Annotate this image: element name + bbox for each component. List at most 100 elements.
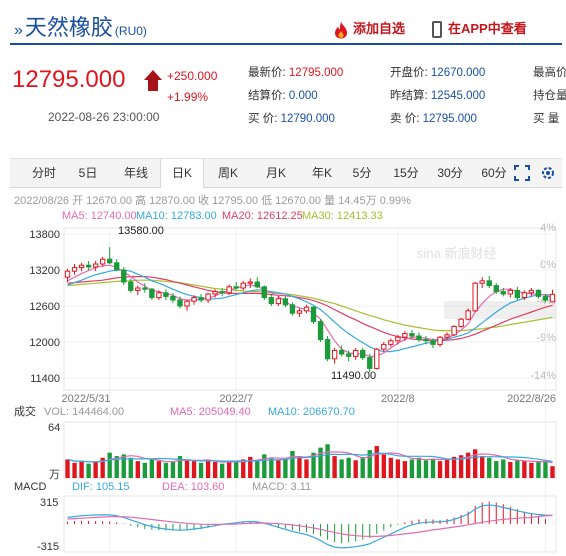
- volume-bar: [311, 452, 316, 478]
- low-price-label: 11490.00: [331, 370, 376, 382]
- candle-body: [444, 334, 450, 338]
- macd-legend: MACD: 3.11: [252, 481, 311, 493]
- pct-tick-label: 4%: [540, 222, 556, 234]
- volume-bar: [79, 461, 84, 478]
- up-arrow-icon: [144, 70, 162, 80]
- fullscreen-icon[interactable]: [514, 165, 530, 181]
- volume-bar: [283, 458, 288, 478]
- candle-body: [353, 349, 359, 357]
- tab-5min[interactable]: 5分: [352, 166, 372, 180]
- prev-settle-row: 昨结算: 12545.000: [390, 90, 486, 102]
- volume-bar: [465, 452, 471, 478]
- volume-bar: [269, 457, 274, 478]
- volume-bar: [276, 460, 281, 478]
- price-tick-label: 13200: [29, 265, 60, 277]
- volume-bar: [395, 459, 401, 478]
- tab-15min[interactable]: 15分: [393, 166, 419, 180]
- flame-icon: [335, 21, 347, 39]
- tab-5day[interactable]: 5日: [78, 166, 98, 180]
- settings-icon[interactable]: [540, 165, 556, 181]
- volume-bar: [374, 445, 379, 478]
- volume-bar: [100, 457, 105, 478]
- volume-bar: [65, 459, 70, 478]
- quote-datetime: 2022-08-26 23:00:00: [48, 110, 160, 124]
- candle-body: [381, 343, 387, 350]
- volume-bar: [536, 461, 541, 478]
- volume-panel-frame: [63, 421, 557, 479]
- kline-chart[interactable]: 2022/08/26 开 12670.00 高 12870.00 收 12795…: [0, 186, 566, 556]
- tab-monthly-k[interactable]: 月K: [265, 166, 286, 180]
- volume-bar: [550, 466, 555, 478]
- view-in-app-link[interactable]: 在APP中查看: [432, 18, 527, 39]
- volume-bar: [156, 461, 162, 478]
- candle-body: [163, 292, 169, 297]
- volume-bar: [416, 457, 422, 478]
- macd-panel-frame: [63, 495, 557, 553]
- volume-bar: [226, 461, 232, 478]
- tab-60min[interactable]: 60分: [481, 166, 507, 180]
- volume-bar: [409, 459, 415, 478]
- volume-bar: [304, 459, 309, 478]
- volume-bar: [451, 456, 457, 478]
- candle-body: [310, 306, 317, 323]
- candle-body: [402, 333, 408, 338]
- candle-body: [521, 292, 528, 299]
- volume-bar: [297, 456, 302, 478]
- volume-bar: [508, 461, 513, 478]
- candle-body: [184, 300, 190, 307]
- tab-weekly-k[interactable]: 周K: [217, 166, 238, 180]
- candle-body: [114, 262, 120, 271]
- candle-body: [156, 292, 162, 299]
- macd-y-top: 315: [40, 497, 58, 509]
- candle-body: [507, 289, 513, 295]
- tab-intraday[interactable]: 分时: [31, 166, 56, 180]
- vol-legend: VOL: 144464.00: [44, 406, 124, 418]
- change-percent: +1.99%: [167, 90, 209, 104]
- volume-bar: [423, 460, 429, 478]
- date-tick-label: 2022/8: [381, 393, 415, 405]
- candle-body: [416, 335, 422, 341]
- candle-body: [465, 310, 471, 320]
- ohlc-info-line: 2022/08/26 开 12670.00 高 12870.00 收 12795…: [14, 193, 411, 207]
- volume-bar: [93, 461, 98, 478]
- tab-year-line[interactable]: 年线: [123, 166, 148, 180]
- tab-30min[interactable]: 30分: [437, 166, 463, 180]
- volume-bar: [163, 462, 169, 478]
- volume-bar: [149, 459, 155, 478]
- phone-icon: [432, 21, 442, 39]
- double-chevron-icon: »: [14, 22, 23, 39]
- volume-unit: 万: [49, 469, 60, 481]
- pct-tick-label: -9%: [536, 332, 556, 344]
- volume-bar: [388, 457, 394, 478]
- tab-yearly-k[interactable]: 年K: [311, 166, 332, 180]
- volume-bar: [241, 459, 246, 478]
- candle-body: [128, 281, 134, 291]
- date-tick-label: 2022/5/31: [62, 393, 111, 405]
- open-price-row: 开盘价: 12670.000: [390, 67, 486, 79]
- candle-body: [338, 349, 345, 355]
- period-tabs: 分时 5日 年线 日K 周K 月K 年K 5分 15分 30分 60分: [10, 158, 562, 188]
- volume-bar: [114, 456, 119, 478]
- candle-body: [324, 339, 331, 360]
- candle-body: [451, 325, 457, 336]
- volume-bar: [219, 463, 225, 478]
- ma20-line: [67, 275, 553, 342]
- candle-body: [226, 286, 232, 294]
- volume-bar: [325, 444, 330, 478]
- buy-volume-row: 买 量: [533, 113, 560, 125]
- volume-bar: [198, 462, 204, 478]
- ma20-legend: MA20: 12612.25: [222, 210, 303, 222]
- high-price-row: 最高价: [533, 67, 566, 79]
- high-price-label: 13580.00: [118, 225, 164, 237]
- volume-bar: [318, 447, 323, 478]
- vol-ma10-legend: MA10: 206670.70: [268, 406, 355, 418]
- candle-body: [205, 293, 211, 301]
- candle-body: [345, 353, 352, 357]
- volume-bar: [339, 459, 344, 478]
- add-favorite-button[interactable]: 添加自选: [334, 18, 405, 40]
- tab-daily-k[interactable]: 日K: [160, 159, 204, 188]
- volume-bar: [135, 461, 140, 478]
- candle-body: [493, 285, 499, 293]
- candle-body: [430, 340, 436, 345]
- candle-body: [423, 339, 429, 342]
